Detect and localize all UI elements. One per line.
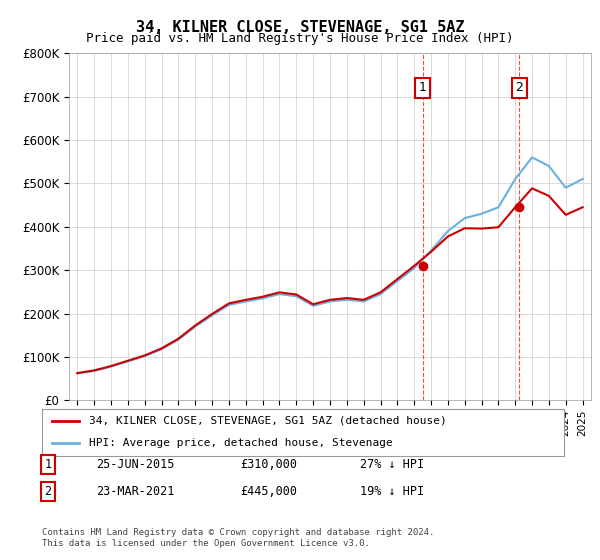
Text: 2: 2 <box>44 485 52 498</box>
Text: 1: 1 <box>419 81 427 95</box>
Text: £310,000: £310,000 <box>240 458 297 472</box>
Text: £445,000: £445,000 <box>240 485 297 498</box>
Text: 34, KILNER CLOSE, STEVENAGE, SG1 5AZ: 34, KILNER CLOSE, STEVENAGE, SG1 5AZ <box>136 20 464 35</box>
Text: 27% ↓ HPI: 27% ↓ HPI <box>360 458 424 472</box>
Text: 25-JUN-2015: 25-JUN-2015 <box>96 458 175 472</box>
Text: HPI: Average price, detached house, Stevenage: HPI: Average price, detached house, Stev… <box>89 438 393 448</box>
Text: 1: 1 <box>44 458 52 472</box>
Text: Price paid vs. HM Land Registry's House Price Index (HPI): Price paid vs. HM Land Registry's House … <box>86 32 514 45</box>
Text: Contains HM Land Registry data © Crown copyright and database right 2024.
This d: Contains HM Land Registry data © Crown c… <box>42 528 434 548</box>
Text: 2: 2 <box>515 81 523 95</box>
Text: 34, KILNER CLOSE, STEVENAGE, SG1 5AZ (detached house): 34, KILNER CLOSE, STEVENAGE, SG1 5AZ (de… <box>89 416 447 426</box>
Text: 19% ↓ HPI: 19% ↓ HPI <box>360 485 424 498</box>
Text: 23-MAR-2021: 23-MAR-2021 <box>96 485 175 498</box>
